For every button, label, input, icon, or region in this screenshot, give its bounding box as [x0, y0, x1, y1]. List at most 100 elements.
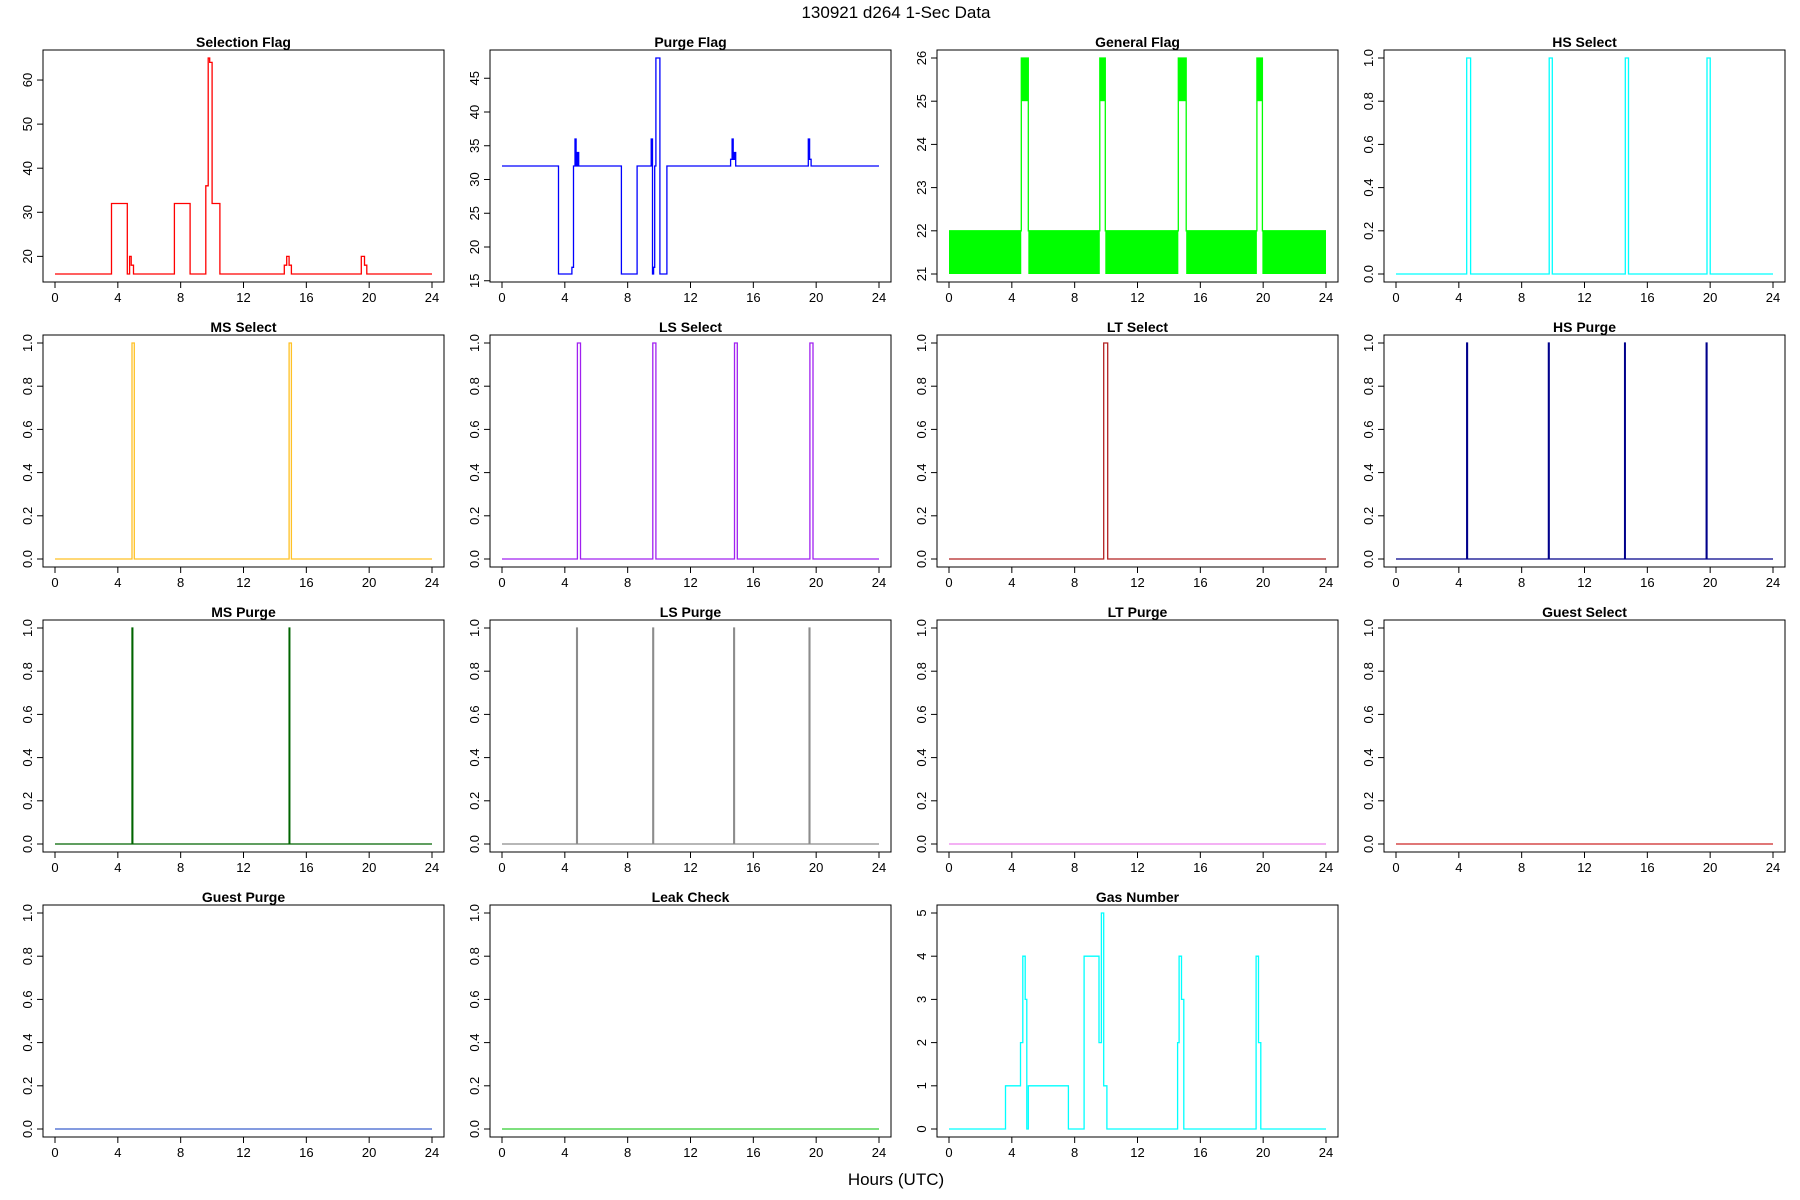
- y-tick-label: 15: [467, 274, 482, 288]
- x-tick-label: 8: [177, 575, 184, 590]
- x-tick-label: 24: [872, 290, 886, 305]
- x-tick-label: 20: [809, 290, 823, 305]
- panel-title: HS Select: [1552, 34, 1617, 50]
- x-tick-label: 4: [1008, 290, 1015, 305]
- x-tick-label: 0: [945, 860, 952, 875]
- x-tick-label: 24: [1766, 575, 1780, 590]
- panel-selection-flag: Selection Flag 0 4 8 12 16 20 24 20 30 40 50 60: [20, 34, 445, 305]
- y-tick-label: 1.0: [467, 334, 482, 352]
- x-tick-label: 12: [236, 575, 250, 590]
- y-tick-label: 0.0: [467, 550, 482, 568]
- plot-frame: [42, 904, 445, 1138]
- x-tick-label: 24: [1319, 1145, 1333, 1160]
- series-line: [502, 342, 879, 560]
- y-tick-label: 30: [467, 172, 482, 186]
- y-tick-label: 0.6: [1361, 135, 1376, 153]
- x-tick-label: 20: [809, 1145, 823, 1160]
- panel-title: General Flag: [1095, 34, 1180, 50]
- y-tick-label: 0.2: [467, 792, 482, 810]
- x-tick-label: 24: [872, 575, 886, 590]
- series-line: [1396, 57, 1773, 275]
- x-tick-label: 4: [1008, 860, 1015, 875]
- y-tick-label: 0.2: [1361, 222, 1376, 240]
- y-tick-label: 45: [467, 71, 482, 85]
- y-tick-label: 0.2: [20, 1077, 35, 1095]
- oscillation-band: [1105, 230, 1179, 274]
- panel-title: LS Purge: [660, 604, 722, 620]
- x-tick-label: 12: [683, 575, 697, 590]
- y-tick-label: 1.0: [1361, 49, 1376, 67]
- y-tick-label: 0.6: [1361, 705, 1376, 723]
- series-line: [949, 912, 1326, 1130]
- x-tick-label: 24: [425, 575, 439, 590]
- x-tick-label: 8: [177, 860, 184, 875]
- y-tick-label: 0.6: [467, 705, 482, 723]
- x-tick-label: 8: [1071, 1145, 1078, 1160]
- y-tick-label: 0.6: [467, 990, 482, 1008]
- x-tick-label: 20: [362, 1145, 376, 1160]
- y-tick-label: 1.0: [467, 619, 482, 637]
- y-tick-label: 0.4: [467, 1034, 482, 1052]
- x-tick-label: 8: [1071, 575, 1078, 590]
- x-tick-label: 20: [1703, 575, 1717, 590]
- y-tick-label: 0.8: [20, 662, 35, 680]
- x-tick-label: 20: [1256, 1145, 1270, 1160]
- y-tick-label: 4: [914, 953, 929, 960]
- panel-title: MS Select: [210, 319, 276, 335]
- x-tick-label: 20: [1256, 575, 1270, 590]
- y-tick-label: 0.4: [467, 464, 482, 482]
- y-tick-label: 0.4: [914, 464, 929, 482]
- panel-title: LS Select: [659, 319, 722, 335]
- series-line: [502, 57, 879, 275]
- series-line: [55, 342, 432, 560]
- y-tick-label: 0.0: [20, 550, 35, 568]
- x-tick-label: 12: [1577, 575, 1591, 590]
- x-tick-label: 12: [1577, 290, 1591, 305]
- x-tick-label: 16: [1193, 1145, 1207, 1160]
- plot-frame: [489, 334, 892, 568]
- x-tick-label: 4: [114, 575, 121, 590]
- x-tick-label: 20: [362, 290, 376, 305]
- x-tick-label: 8: [624, 860, 631, 875]
- y-tick-label: 0.8: [1361, 662, 1376, 680]
- x-tick-label: 12: [1130, 1145, 1144, 1160]
- figure-title: 130921 d264 1-Sec Data: [801, 3, 991, 22]
- y-tick-label: 5: [914, 909, 929, 916]
- spike-band: [1021, 58, 1029, 102]
- x-tick-label: 0: [1392, 860, 1399, 875]
- y-tick-label: 0.0: [467, 835, 482, 853]
- y-tick-label: 23: [914, 180, 929, 194]
- y-tick-label: 0.4: [914, 749, 929, 767]
- x-tick-label: 16: [299, 1145, 313, 1160]
- x-tick-label: 4: [1455, 575, 1462, 590]
- y-tick-label: 0.2: [20, 792, 35, 810]
- x-tick-label: 16: [746, 575, 760, 590]
- x-tick-label: 12: [236, 290, 250, 305]
- x-tick-label: 4: [561, 575, 568, 590]
- spike-band: [1099, 58, 1106, 102]
- x-tick-label: 24: [1766, 860, 1780, 875]
- x-tick-label: 12: [683, 290, 697, 305]
- plot-frame: [42, 49, 445, 283]
- x-tick-label: 8: [1518, 575, 1525, 590]
- x-tick-label: 12: [236, 860, 250, 875]
- y-tick-label: 0.6: [914, 705, 929, 723]
- x-tick-label: 16: [299, 290, 313, 305]
- y-tick-label: 0.6: [467, 420, 482, 438]
- y-tick-label: 0.2: [914, 792, 929, 810]
- y-tick-label: 0.0: [467, 1120, 482, 1138]
- y-tick-label: 24: [914, 137, 929, 151]
- y-tick-label: 0: [914, 1125, 929, 1132]
- y-tick-label: 0.8: [914, 662, 929, 680]
- x-tick-label: 20: [1703, 290, 1717, 305]
- x-tick-label: 20: [809, 860, 823, 875]
- panel-ls-purge: LS Purge 0 4 8 12 16 20 24 0.0 0.2 0.4 0.6 0.8 1.0: [467, 604, 892, 875]
- x-tick-label: 0: [51, 860, 58, 875]
- panel-lt-select: LT Select 0 4 8 12 16 20 24 0.0 0.2 0.4 0.6 0.8 1.0: [914, 319, 1339, 590]
- y-tick-label: 1.0: [20, 619, 35, 637]
- x-tick-label: 0: [945, 290, 952, 305]
- plot-frame: [936, 334, 1339, 568]
- y-tick-label: 50: [20, 117, 35, 131]
